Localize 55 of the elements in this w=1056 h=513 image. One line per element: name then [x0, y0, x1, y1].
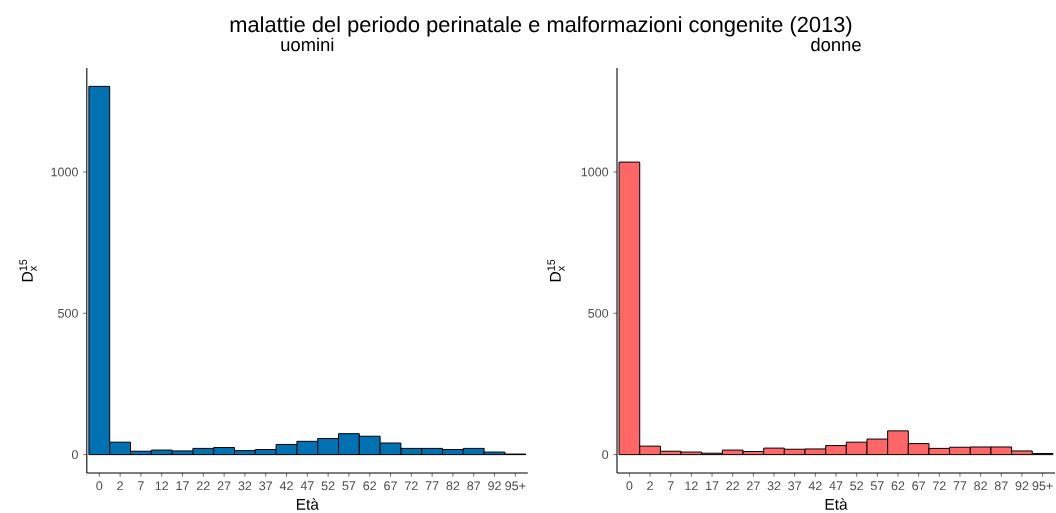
- x-tick-label: 67: [384, 481, 397, 491]
- x-tick-label: 17: [706, 481, 719, 490]
- chart-subtitle: uomini: [281, 37, 334, 52]
- y-axis-title: $\mathrm{D}_{\mathrm{x}}^{\mathrm{15}}$: [19, 259, 37, 282]
- x-tick-label: 27: [217, 481, 231, 491]
- x-tick-label: 77: [953, 481, 967, 490]
- x-tick-label: 17: [176, 481, 189, 490]
- x-tick-label: 62: [363, 481, 377, 491]
- x-tick-label: 7: [138, 481, 144, 490]
- x-tick-label: 12: [685, 481, 698, 491]
- x-tick-label: 42: [279, 481, 293, 491]
- x-tick-label: 47: [829, 481, 843, 490]
- x-tick-label: 95+: [505, 481, 526, 491]
- y-axis-title: $\mathrm{D}_{\mathrm{x}}^{\mathrm{15}}$: [547, 259, 565, 282]
- x-tick-label: 72: [932, 481, 946, 491]
- x-tick-label: 62: [891, 481, 905, 491]
- x-tick-label: 32: [767, 481, 781, 491]
- x-tick-label: 57: [342, 481, 356, 491]
- x-tick-label: 37: [788, 481, 802, 491]
- x-tick-label: 22: [196, 481, 210, 491]
- x-tick-label: 42: [808, 481, 822, 491]
- x-tick-label: 22: [726, 481, 740, 491]
- x-axis-title: Età: [825, 498, 848, 510]
- x-tick-label: 27: [747, 481, 760, 491]
- y-tick-label: 500: [58, 308, 78, 318]
- y-tick-label: 1000: [581, 167, 609, 177]
- x-tick-label: 95+: [1032, 481, 1053, 491]
- x-tick-label: 67: [912, 481, 925, 491]
- x-tick-label: 87: [994, 481, 1008, 491]
- y-tick-label: 500: [588, 308, 609, 318]
- y-tick-label: 1000: [51, 167, 78, 177]
- x-tick-label: 52: [321, 481, 335, 491]
- x-tick-label: 87: [467, 481, 481, 491]
- y-tick-label: 0: [71, 450, 78, 460]
- chart-subtitle: donne: [811, 37, 861, 52]
- y-tick-label: 0: [602, 450, 609, 460]
- chart-title: malattie del periodo perinatale e malformazioni congenite (2013): [230, 16, 852, 37]
- x-tick-label: 92: [1015, 481, 1029, 491]
- x-tick-label: 2: [117, 481, 123, 491]
- x-tick-label: 77: [425, 481, 439, 490]
- x-tick-label: 0: [96, 481, 103, 491]
- x-tick-label: 37: [259, 481, 273, 491]
- x-axis-title: Età: [296, 498, 319, 510]
- x-tick-label: 32: [238, 481, 252, 491]
- x-tick-label: 82: [974, 481, 987, 491]
- x-tick-label: 82: [446, 481, 460, 491]
- x-tick-label: 12: [155, 481, 169, 491]
- x-tick-label: 7: [667, 481, 674, 490]
- x-tick-label: 0: [626, 481, 633, 491]
- x-tick-label: 2: [647, 481, 653, 491]
- x-tick-label: 47: [300, 481, 314, 490]
- x-tick-label: 57: [870, 481, 884, 491]
- x-tick-label: 92: [488, 481, 501, 491]
- x-tick-label: 72: [404, 481, 418, 491]
- x-tick-label: 52: [850, 481, 863, 491]
